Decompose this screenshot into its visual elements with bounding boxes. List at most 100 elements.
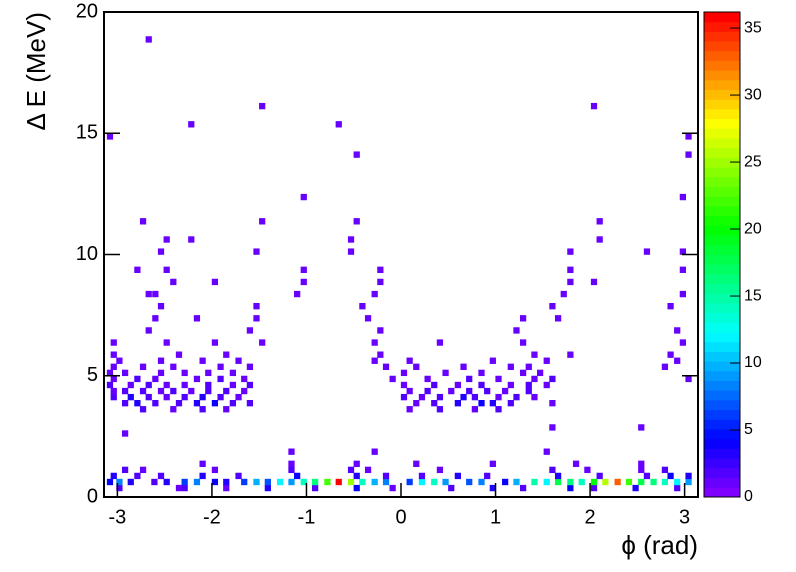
cell: [324, 478, 331, 486]
cell: [406, 357, 413, 364]
cell: [205, 387, 212, 395]
cell: [211, 466, 219, 474]
cell: [110, 339, 117, 346]
cell: [484, 387, 491, 395]
cell: [406, 406, 413, 413]
cell: [502, 387, 509, 395]
cell: [632, 484, 639, 492]
cell: [382, 478, 390, 486]
cell: [371, 290, 378, 298]
colorbar-step: [704, 128, 740, 139]
cell: [489, 400, 496, 407]
colorbar-tick-label: 20: [744, 220, 762, 237]
cell: [418, 393, 426, 401]
cell: [431, 400, 438, 407]
cell: [679, 193, 686, 201]
cell: [127, 381, 134, 389]
cell: [193, 375, 201, 383]
x-tick-label: -2: [203, 506, 221, 528]
cell: [106, 369, 114, 377]
cell: [638, 478, 645, 486]
cell: [674, 357, 681, 364]
cell: [377, 351, 384, 358]
cell: [181, 478, 188, 486]
colorbar-step: [704, 70, 740, 81]
cell: [685, 151, 692, 158]
cell: [347, 466, 355, 474]
cell: [312, 484, 319, 492]
cell: [478, 478, 485, 486]
cell: [170, 278, 177, 286]
cell: [661, 363, 669, 370]
colorbar-tick-label: 5: [744, 421, 753, 438]
cell: [371, 478, 378, 486]
cell: [685, 375, 692, 383]
colorbar-step: [704, 235, 740, 246]
cell: [163, 381, 170, 389]
cell: [288, 478, 295, 486]
colorbar-step: [704, 458, 740, 469]
cell: [531, 393, 538, 401]
y-tick-label: 20: [76, 0, 98, 22]
cell: [217, 363, 224, 370]
cell: [170, 387, 177, 395]
cell: [211, 400, 219, 407]
cell: [163, 236, 170, 243]
colorbar-step: [704, 409, 740, 420]
colorbar-step: [704, 41, 740, 52]
x-tick-label: 3: [679, 506, 690, 528]
colorbar-step: [704, 322, 740, 333]
colorbar-step: [704, 147, 740, 158]
cell: [300, 278, 307, 286]
colorbar-step: [704, 341, 740, 352]
cell: [312, 478, 319, 486]
colorbar-step: [704, 419, 740, 430]
colorbar-step: [704, 303, 740, 314]
colorbar-step: [704, 60, 740, 71]
cell: [193, 315, 201, 322]
cell: [513, 478, 520, 486]
cell: [217, 393, 224, 401]
cell: [513, 327, 520, 334]
cell: [471, 393, 479, 401]
cell: [223, 387, 230, 395]
cell: [152, 315, 159, 322]
colorbar-tick-label: 35: [744, 19, 762, 36]
x-axis-title: ϕ (rad): [621, 530, 698, 560]
cell: [578, 478, 585, 486]
x-tick-label: -1: [298, 506, 316, 528]
cell: [567, 266, 574, 273]
cell: [241, 375, 248, 383]
cell: [478, 381, 485, 389]
colorbar-step: [704, 157, 740, 168]
cell: [679, 290, 686, 298]
colorbar-step: [704, 332, 740, 343]
cell: [181, 484, 188, 492]
cell: [211, 339, 219, 346]
colorbar-step: [704, 351, 740, 362]
cell: [525, 363, 532, 370]
cell: [614, 478, 621, 486]
cell: [121, 387, 129, 395]
cells: [106, 36, 692, 492]
cell: [413, 363, 420, 370]
y-tick-label: 0: [87, 485, 98, 507]
y-tick-label: 5: [87, 364, 98, 386]
cell: [650, 478, 657, 486]
cell: [590, 478, 598, 486]
colorbar-step: [704, 167, 740, 178]
colorbar-step: [704, 400, 740, 411]
cell: [353, 472, 360, 480]
colorbar-step: [704, 487, 740, 498]
colorbar-step: [704, 467, 740, 478]
colorbar-step: [704, 312, 740, 323]
colorbar-frame: [703, 11, 741, 498]
cell: [359, 303, 366, 310]
cell: [371, 448, 378, 455]
cell: [466, 387, 473, 395]
cell: [353, 218, 360, 225]
cell: [211, 278, 219, 286]
cell: [567, 351, 574, 358]
colorbar-step: [704, 254, 740, 265]
